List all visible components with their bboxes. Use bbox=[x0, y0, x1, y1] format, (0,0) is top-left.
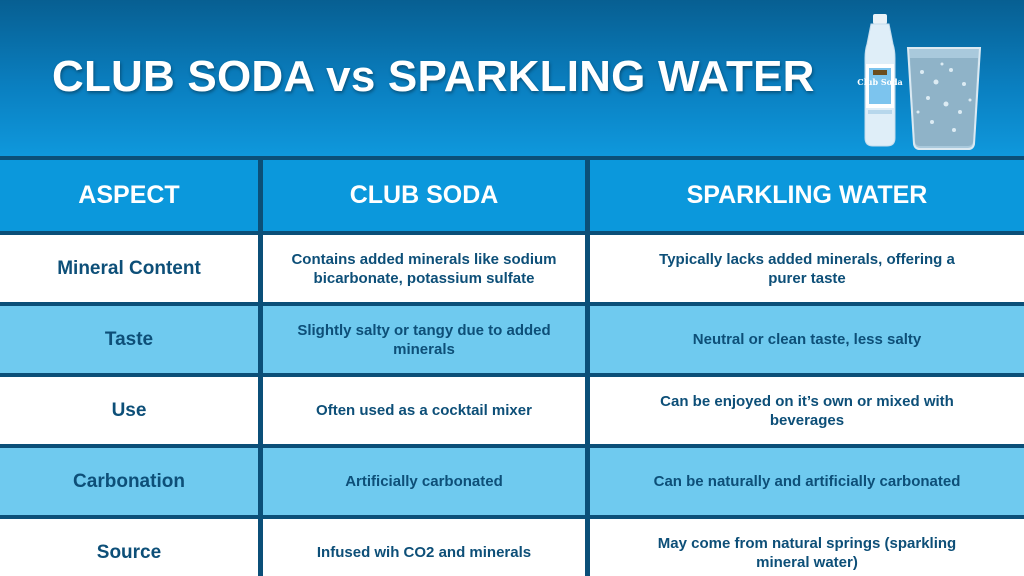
sparkling-water-glass-icon bbox=[906, 47, 982, 150]
cell-club-soda-use: Often used as a cocktail mixer bbox=[263, 377, 585, 444]
cell-club-soda-carbonation: Artificially carbonated bbox=[263, 448, 585, 515]
cell-club-soda-taste: Slightly salty or tangy due to added min… bbox=[263, 306, 585, 373]
cell-sparkling-water-carbonation: Can be naturally and artificially carbon… bbox=[590, 448, 1024, 515]
column-header-sparkling-water: SPARKLING WATER bbox=[590, 160, 1024, 231]
cell-sparkling-water-source: May come from natural springs (sparkling… bbox=[590, 519, 1024, 576]
svg-text:Club Soda: Club Soda bbox=[857, 77, 903, 87]
row-aspect-mineral-content: Mineral Content bbox=[0, 235, 258, 302]
comparison-table: ASPECT CLUB SODA SPARKLING WATER Mineral… bbox=[0, 156, 1024, 576]
row-aspect-taste: Taste bbox=[0, 306, 258, 373]
title-banner: CLUB SODA vs SPARKLING WATER Club Soda bbox=[0, 0, 1024, 156]
drinks-illustration: Club Soda bbox=[857, 14, 982, 150]
cell-sparkling-water-taste: Neutral or clean taste, less salty bbox=[590, 306, 1024, 373]
cell-club-soda-mineral-content: Contains added minerals like sodium bica… bbox=[263, 235, 585, 302]
cell-sparkling-water-mineral-content: Typically lacks added minerals, offering… bbox=[590, 235, 1024, 302]
row-aspect-carbonation: Carbonation bbox=[0, 448, 258, 515]
club-soda-bottle-icon: Club Soda bbox=[857, 14, 903, 147]
column-header-club-soda: CLUB SODA bbox=[263, 160, 585, 231]
cell-sparkling-water-use: Can be enjoyed on it’s own or mixed with… bbox=[590, 377, 1024, 444]
row-aspect-source: Source bbox=[0, 519, 258, 576]
page-title: CLUB SODA vs SPARKLING WATER bbox=[52, 52, 815, 101]
cell-club-soda-source: Infused wih CO2 and minerals bbox=[263, 519, 585, 576]
row-aspect-use: Use bbox=[0, 377, 258, 444]
column-header-aspect: ASPECT bbox=[0, 160, 258, 231]
